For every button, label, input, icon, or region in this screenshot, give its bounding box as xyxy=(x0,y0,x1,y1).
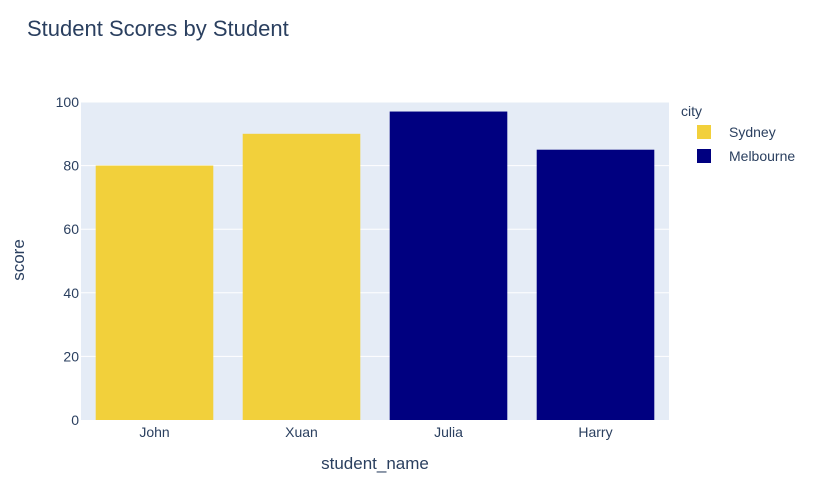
bar-harry[interactable] xyxy=(536,149,655,420)
x-tick-label: Xuan xyxy=(285,424,318,440)
y-tick-label: 80 xyxy=(63,158,79,174)
x-tick-label: Harry xyxy=(578,424,612,440)
bar-xuan[interactable] xyxy=(242,133,361,421)
x-tick-label: John xyxy=(139,424,169,440)
y-tick-label: 40 xyxy=(63,285,79,301)
legend-swatch xyxy=(697,149,711,163)
x-axis-title: student_name xyxy=(321,454,429,473)
y-axis-ticks: 0 20 40 60 80 100 xyxy=(56,94,80,428)
bar-john[interactable] xyxy=(95,165,214,420)
legend-item-sydney[interactable]: Sydney xyxy=(697,124,776,140)
legend-item-melbourne[interactable]: Melbourne xyxy=(697,148,795,164)
legend-label: Sydney xyxy=(729,124,776,140)
y-tick-label: 100 xyxy=(56,94,80,110)
legend[interactable]: city Sydney Melbourne xyxy=(681,103,795,164)
x-axis-ticks: John Xuan Julia Harry xyxy=(139,424,612,440)
legend-label: Melbourne xyxy=(729,148,795,164)
bar-julia[interactable] xyxy=(389,111,508,420)
legend-title: city xyxy=(681,103,702,119)
y-tick-label: 0 xyxy=(71,412,79,428)
y-tick-label: 20 xyxy=(63,348,79,364)
legend-swatch xyxy=(697,125,711,139)
chart-title: Student Scores by Student xyxy=(27,16,289,41)
y-tick-label: 60 xyxy=(63,221,79,237)
y-axis-title: score xyxy=(9,239,28,281)
legend-items[interactable]: Sydney Melbourne xyxy=(697,124,795,164)
bars xyxy=(95,111,655,421)
x-tick-label: Julia xyxy=(434,424,463,440)
